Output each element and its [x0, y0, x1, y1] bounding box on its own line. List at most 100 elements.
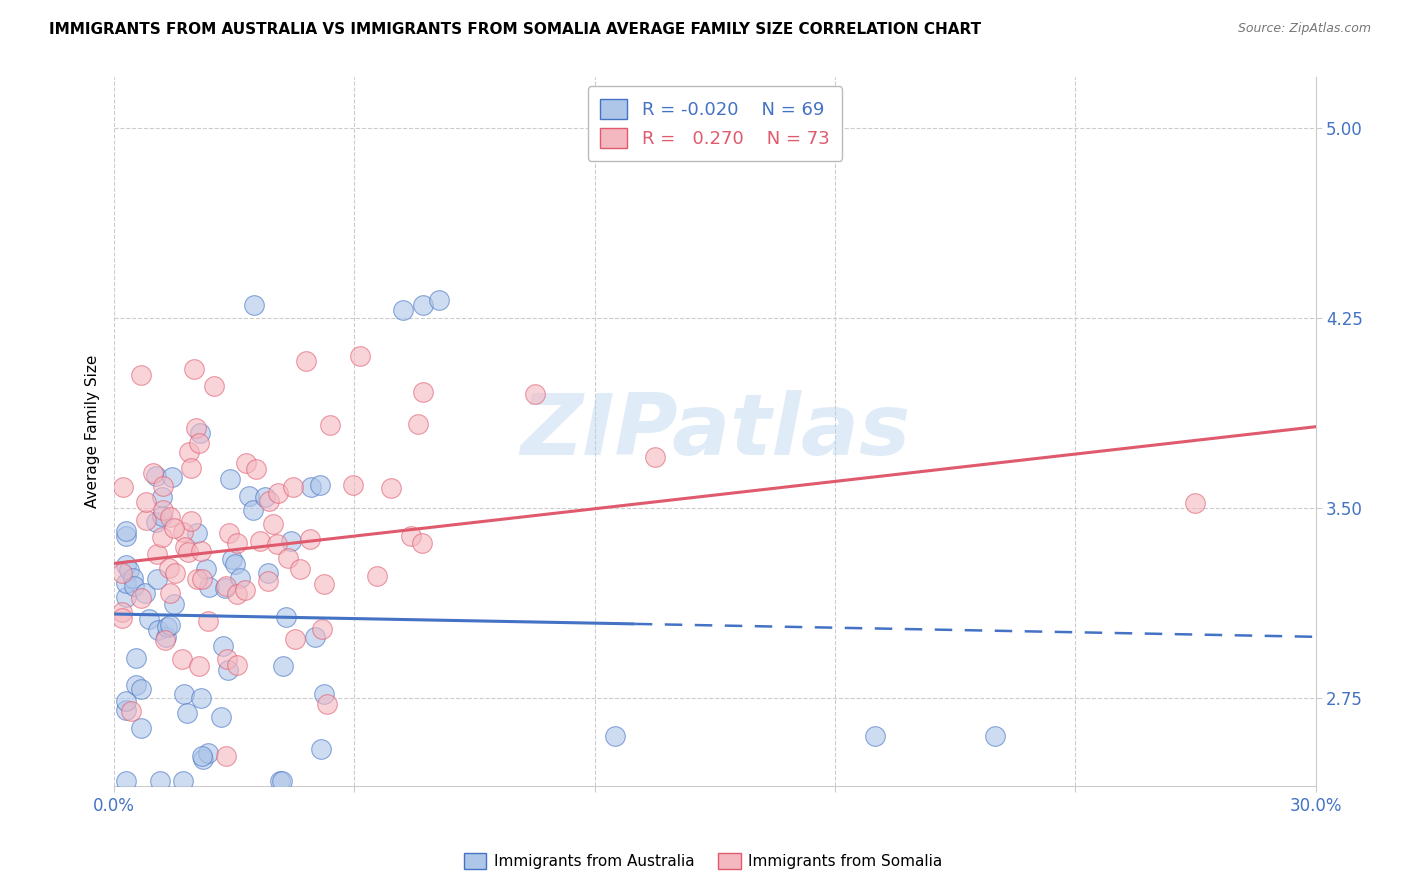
Point [411, 535, 433, 549]
Point [115, 590, 138, 604]
Point [342, 478, 364, 492]
Point [146, 623, 169, 637]
Point [173, 687, 195, 701]
Point [257, 566, 280, 581]
Point [146, 572, 169, 586]
Point [129, 591, 152, 606]
Point [277, 551, 299, 566]
Point [412, 298, 434, 312]
Point [349, 349, 371, 363]
Point [111, 480, 134, 494]
Text: IMMIGRANTS FROM AUSTRALIA VS IMMIGRANTS FROM SOMALIA AVERAGE FAMILY SIZE CORRELA: IMMIGRANTS FROM AUSTRALIA VS IMMIGRANTS … [49, 22, 981, 37]
Point [149, 774, 172, 789]
Point [172, 774, 194, 789]
Point [191, 748, 214, 763]
Point [172, 524, 194, 539]
Point [224, 557, 246, 571]
Point [115, 703, 138, 717]
Point [122, 579, 145, 593]
Point [316, 697, 339, 711]
Point [218, 526, 240, 541]
Point [245, 461, 267, 475]
Point [280, 534, 302, 549]
Point [145, 515, 167, 529]
Point [184, 421, 207, 435]
Point [1184, 496, 1206, 510]
Point [243, 298, 266, 312]
Point [153, 633, 176, 648]
Point [215, 748, 238, 763]
Point [299, 532, 322, 546]
Point [644, 450, 666, 464]
Point [271, 774, 294, 789]
Point [129, 721, 152, 735]
Point [186, 525, 208, 540]
Point [523, 387, 546, 401]
Point [235, 456, 257, 470]
Text: Source: ZipAtlas.com: Source: ZipAtlas.com [1237, 22, 1371, 36]
Point [380, 481, 402, 495]
Point [152, 479, 174, 493]
Point [146, 547, 169, 561]
Point [188, 435, 211, 450]
Point [121, 571, 143, 585]
Point [225, 657, 247, 672]
Point [269, 774, 291, 789]
Point [170, 652, 193, 666]
Point [183, 361, 205, 376]
Point [226, 536, 249, 550]
Point [155, 630, 177, 644]
Point [152, 503, 174, 517]
Point [115, 529, 138, 543]
Point [190, 544, 212, 558]
Point [159, 585, 181, 599]
Point [187, 658, 209, 673]
Point [118, 563, 141, 577]
Point [290, 562, 312, 576]
Point [176, 706, 198, 721]
Point [391, 303, 413, 318]
Point [262, 516, 284, 531]
Point [115, 524, 138, 538]
Point [314, 687, 336, 701]
Point [163, 597, 186, 611]
Point [115, 575, 138, 590]
Point [863, 729, 886, 743]
Point [212, 639, 235, 653]
Point [163, 566, 186, 580]
Y-axis label: Average Family Size: Average Family Size [86, 355, 100, 508]
Point [129, 682, 152, 697]
Point [180, 514, 202, 528]
Point [180, 461, 202, 475]
Point [266, 537, 288, 551]
Point [308, 477, 330, 491]
Point [159, 617, 181, 632]
Point [163, 521, 186, 535]
Point [984, 729, 1007, 743]
Point [267, 486, 290, 500]
Point [399, 529, 422, 543]
Point [214, 581, 236, 595]
Point [111, 605, 134, 619]
Point [142, 467, 165, 481]
Point [190, 691, 212, 706]
Point [274, 610, 297, 624]
Point [152, 530, 174, 544]
Point [111, 611, 134, 625]
Point [319, 417, 342, 432]
Text: ZIPatlas: ZIPatlas [520, 391, 910, 474]
Point [191, 751, 214, 765]
Point [197, 614, 219, 628]
Point [412, 384, 434, 399]
Point [314, 577, 336, 591]
Point [115, 694, 138, 708]
Point [406, 417, 429, 432]
Point [257, 494, 280, 508]
Point [138, 612, 160, 626]
Point [309, 742, 332, 756]
Point [311, 623, 333, 637]
Point [215, 579, 238, 593]
Point [198, 580, 221, 594]
Point [120, 704, 142, 718]
Point [217, 663, 239, 677]
